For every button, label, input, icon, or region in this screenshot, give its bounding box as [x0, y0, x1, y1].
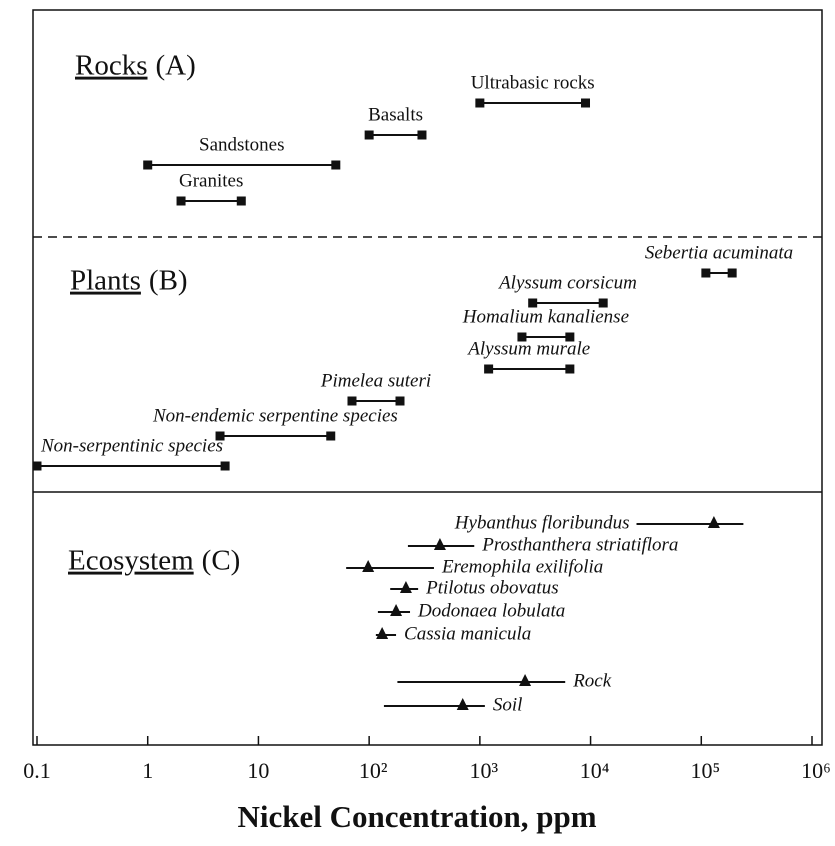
range-label: Ultrabasic rocks — [471, 72, 595, 93]
marker — [707, 516, 720, 528]
range-end — [331, 160, 341, 170]
x-tick-label: 10⁴ — [580, 758, 610, 783]
range-label: Non-serpentinic species — [40, 435, 223, 456]
range-label: Hybanthus floribundus — [454, 512, 630, 533]
range-label: Pimelea suteri — [320, 370, 431, 391]
range-label: Alyssum corsicum — [497, 272, 637, 293]
panel: Plants (B) Sebertia acuminata Alyssum corsi… — [32, 242, 793, 471]
range-label: Rock — [572, 670, 612, 691]
range-end — [32, 461, 42, 471]
marker — [456, 698, 469, 710]
range-end — [581, 98, 591, 108]
range-end — [701, 268, 711, 278]
range-end — [347, 396, 357, 406]
range-end — [364, 130, 374, 140]
range-end — [395, 396, 405, 406]
range-end — [220, 461, 230, 471]
marker — [433, 538, 446, 550]
frame — [32, 9, 823, 746]
panel-title: Rocks — [75, 50, 148, 82]
x-tick-label: 1 — [142, 758, 153, 783]
range-end — [215, 431, 225, 441]
range-end — [176, 196, 186, 206]
panel-tag: (C) — [202, 545, 241, 577]
range-end — [517, 332, 527, 342]
range-end — [236, 196, 246, 206]
range-end — [565, 332, 575, 342]
range-label: Soil — [493, 694, 523, 715]
marker — [390, 604, 403, 616]
range-end — [727, 268, 737, 278]
range-label: Sandstones — [199, 134, 285, 155]
x-tick-label: 10 — [247, 758, 269, 783]
range-end — [484, 364, 494, 374]
x-tick-label: 10² — [359, 758, 388, 783]
panel-tag: (A) — [156, 50, 196, 82]
range-end — [598, 298, 608, 308]
x-tick-label: 0.1 — [23, 758, 51, 783]
range-end — [528, 298, 538, 308]
panel: Rocks (A) Ultrabasic rocks Basalts Sandstone… — [75, 50, 595, 206]
range-end — [565, 364, 575, 374]
range-label: Sebertia acuminata — [645, 242, 793, 263]
panel-title: Ecosystem — [68, 545, 194, 577]
x-axis-label: Nickel Concentration, ppm — [237, 799, 596, 834]
range-label: Granites — [179, 170, 243, 191]
range-label: Non-endemic serpentine species — [152, 405, 398, 426]
range-end — [143, 160, 153, 170]
x-tick-label: 10³ — [470, 758, 499, 783]
range-label: Dodonaea lobulata — [417, 600, 565, 621]
range-end — [417, 130, 427, 140]
range-label: Eremophila exilifolia — [441, 556, 603, 577]
marker — [376, 627, 389, 639]
x-tick-label: 10⁵ — [690, 758, 720, 783]
range-end — [326, 431, 336, 441]
range-label: Alyssum murale — [466, 338, 590, 359]
marker — [399, 581, 412, 593]
panel-tag: (B) — [149, 265, 188, 297]
range-label: Homalium kanaliense — [462, 306, 629, 327]
marker — [362, 560, 375, 572]
range-label: Ptilotus obovatus — [425, 577, 558, 598]
marker — [519, 674, 532, 686]
panel-title: Plants — [70, 265, 141, 297]
x-tick-label: 10⁶ — [801, 758, 831, 783]
range-label: Cassia manicula — [404, 623, 531, 644]
range-label: Prosthanthera striatiflora — [481, 534, 678, 555]
panel: Ecosystem (C) Hybanthus floribundusProstha… — [68, 512, 744, 715]
range-label: Basalts — [368, 104, 423, 125]
range-end — [475, 98, 485, 108]
